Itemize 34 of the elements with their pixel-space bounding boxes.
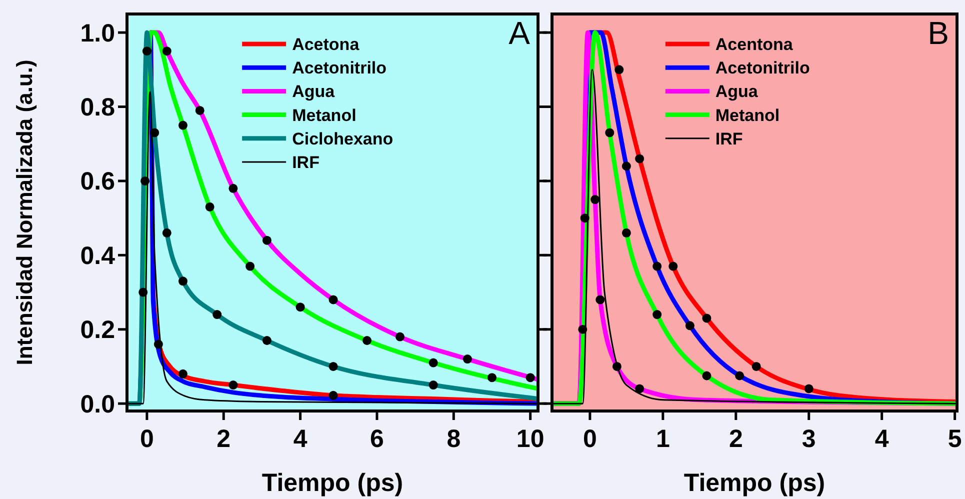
y-tick-label: 0.2 xyxy=(80,316,115,344)
x-tick-label: 6 xyxy=(370,425,384,453)
legend-label: Acentona xyxy=(715,34,794,54)
legend-label: IRF xyxy=(715,129,743,148)
y-axis-title: Intensidad Normalizada (a.u.) xyxy=(12,60,37,366)
x-tick-label: 2 xyxy=(728,425,743,453)
y-tick-label: 0.6 xyxy=(80,168,115,196)
legend-label: IRF xyxy=(292,152,320,172)
legend-label: Metanol xyxy=(715,106,780,125)
x-tick-label: 4 xyxy=(293,425,308,453)
y-tick-label: 0.0 xyxy=(80,390,115,418)
x-tick-label: 1 xyxy=(656,425,670,453)
legend-label: Acetonitrilo xyxy=(292,58,387,78)
annotation: A xyxy=(508,15,531,51)
x-axis-title: Tiempo (ps) xyxy=(262,469,404,497)
x-tick-label: 3 xyxy=(802,425,816,453)
legend-label: Metanol xyxy=(292,106,356,125)
y-tick-label: 0.4 xyxy=(80,242,116,270)
x-tick-label: 10 xyxy=(516,425,544,453)
x-tick-label: 2 xyxy=(216,425,231,453)
legend-label: Agua xyxy=(715,82,758,102)
x-tick-label: 8 xyxy=(446,425,461,453)
x-tick-label: 0 xyxy=(582,425,597,453)
annotation: B xyxy=(928,15,949,51)
legend-label: Ciclohexano xyxy=(292,129,394,148)
legend-label: Acetonitrilo xyxy=(715,58,810,78)
x-tick-label: 5 xyxy=(948,425,962,453)
x-axis-title: Tiempo (ps) xyxy=(684,469,826,497)
legend-label: Agua xyxy=(292,82,336,102)
x-tick-label: 0 xyxy=(140,425,154,453)
x-tick-label: 4 xyxy=(874,425,889,453)
y-tick-label: 0.8 xyxy=(80,94,116,122)
legend-label: Acetona xyxy=(292,34,360,54)
y-tick-label: 1.0 xyxy=(80,19,115,48)
